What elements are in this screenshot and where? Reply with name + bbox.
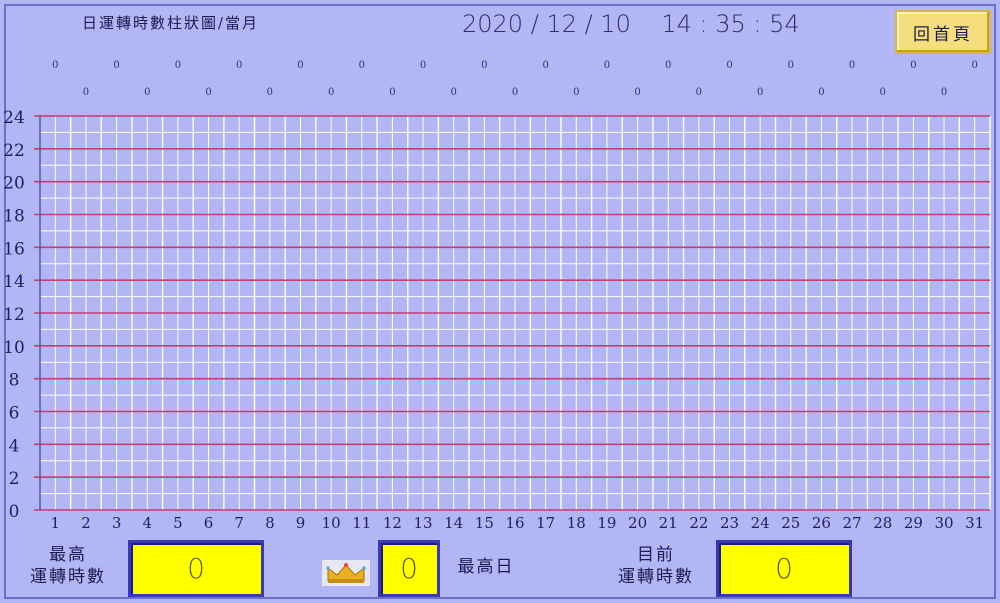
bar-value-label: 0 [788, 60, 794, 71]
y-tick-label: 24 [3, 108, 25, 128]
today-hours-label-line1: 目前 [637, 545, 675, 565]
summary-panel: 最高 運轉時數 0 0 最高日 目前 運轉時數 0 [0, 536, 1000, 603]
max-day-value: 0 [378, 540, 440, 597]
bar-value-label: 0 [481, 60, 487, 71]
y-tick-label: 16 [3, 239, 25, 259]
x-tick-label: 9 [296, 514, 306, 532]
y-tick-label: 6 [9, 404, 20, 424]
x-tick-label: 13 [414, 514, 433, 532]
x-tick-label: 19 [597, 514, 616, 532]
x-tick-label: 23 [720, 514, 739, 532]
bar-value-label: 0 [604, 60, 610, 71]
x-tick-label: 21 [659, 514, 678, 532]
bar-value-label: 0 [665, 60, 671, 71]
y-tick-label: 20 [3, 174, 25, 194]
x-tick-label: 17 [536, 514, 555, 532]
x-tick-label: 31 [965, 514, 984, 532]
bar-value-label: 0 [420, 60, 426, 71]
x-tick-label: 8 [265, 514, 275, 532]
x-tick-label: 6 [204, 514, 214, 532]
max-hours-value: 0 [128, 540, 264, 597]
datetime-display: 2020 / 12 / 10 14 : 35 : 54 [462, 10, 800, 38]
x-tick-label: 27 [843, 514, 862, 532]
bar-value-label: 0 [818, 87, 824, 98]
bar-value-label: 0 [941, 87, 947, 98]
date-display: 2020 / 12 / 10 [462, 10, 631, 38]
y-tick-label: 0 [9, 502, 20, 522]
bar-value-label: 0 [389, 87, 395, 98]
home-button[interactable]: 回首頁 [895, 10, 991, 54]
x-tick-label: 10 [322, 514, 341, 532]
y-tick-label: 14 [3, 272, 25, 292]
bar-value-label: 0 [144, 87, 150, 98]
y-tick-label: 12 [3, 305, 25, 325]
bar-value-label: 0 [573, 87, 579, 98]
bar-value-label: 0 [359, 60, 365, 71]
crown-icon [322, 560, 370, 586]
x-tick-label: 18 [567, 514, 586, 532]
x-tick-label: 7 [234, 514, 244, 532]
today-hours-label: 目前 運轉時數 [606, 544, 706, 588]
x-tick-label: 5 [173, 514, 183, 532]
x-tick-label: 11 [352, 514, 371, 532]
bar-value-label: 0 [696, 87, 702, 98]
bar-value-label: 0 [175, 60, 181, 71]
today-hours-value: 0 [716, 540, 852, 597]
x-tick-label: 1 [51, 514, 61, 532]
bar-chart: 0246810121416182022240102030405060708090… [3, 60, 991, 532]
y-tick-label: 10 [3, 338, 25, 358]
bar-value-label: 0 [880, 87, 886, 98]
bar-value-label: 0 [451, 87, 457, 98]
max-hours-label-line2: 運轉時數 [30, 567, 106, 587]
y-tick-label: 22 [3, 141, 25, 161]
y-tick-label: 4 [9, 436, 20, 456]
x-tick-label: 29 [904, 514, 923, 532]
x-tick-label: 12 [383, 514, 402, 532]
x-tick-label: 26 [812, 514, 831, 532]
bar-value-label: 0 [113, 60, 119, 71]
x-tick-label: 22 [689, 514, 708, 532]
bar-value-label: 0 [757, 87, 763, 98]
y-tick-label: 8 [9, 371, 20, 391]
x-tick-label: 24 [751, 514, 770, 532]
screen-frame [4, 4, 996, 599]
bar-value-label: 0 [205, 87, 211, 98]
bar-value-label: 0 [328, 87, 334, 98]
bar-value-label: 0 [52, 60, 58, 71]
x-tick-label: 28 [873, 514, 892, 532]
x-tick-label: 14 [444, 514, 463, 532]
bar-value-label: 0 [726, 60, 732, 71]
x-tick-label: 25 [781, 514, 800, 532]
x-tick-label: 15 [475, 514, 494, 532]
bar-value-label: 0 [83, 87, 89, 98]
bar-value-label: 0 [542, 60, 548, 71]
x-tick-label: 30 [934, 514, 953, 532]
today-hours-label-line2: 運轉時數 [618, 567, 694, 587]
y-tick-label: 18 [3, 207, 25, 227]
max-hours-label: 最高 運轉時數 [18, 544, 118, 588]
x-tick-label: 2 [81, 514, 91, 532]
y-tick-label: 2 [9, 469, 20, 489]
bar-value-label: 0 [971, 60, 977, 71]
max-hours-label-line1: 最高 [49, 545, 87, 565]
time-display: 14 : 35 : 54 [661, 10, 800, 38]
bar-value-label: 0 [910, 60, 916, 71]
bar-value-label: 0 [512, 87, 518, 98]
bar-value-label: 0 [267, 87, 273, 98]
x-tick-label: 16 [505, 514, 524, 532]
bar-value-label: 0 [849, 60, 855, 71]
bar-value-label: 0 [297, 60, 303, 71]
x-tick-label: 4 [142, 514, 152, 532]
page-title: 日運轉時數柱狀圖/當月 [82, 14, 260, 32]
x-tick-label: 3 [112, 514, 122, 532]
bar-value-label: 0 [236, 60, 242, 71]
bar-value-label: 0 [634, 87, 640, 98]
x-tick-label: 20 [628, 514, 647, 532]
max-day-label: 最高日 [457, 557, 515, 577]
